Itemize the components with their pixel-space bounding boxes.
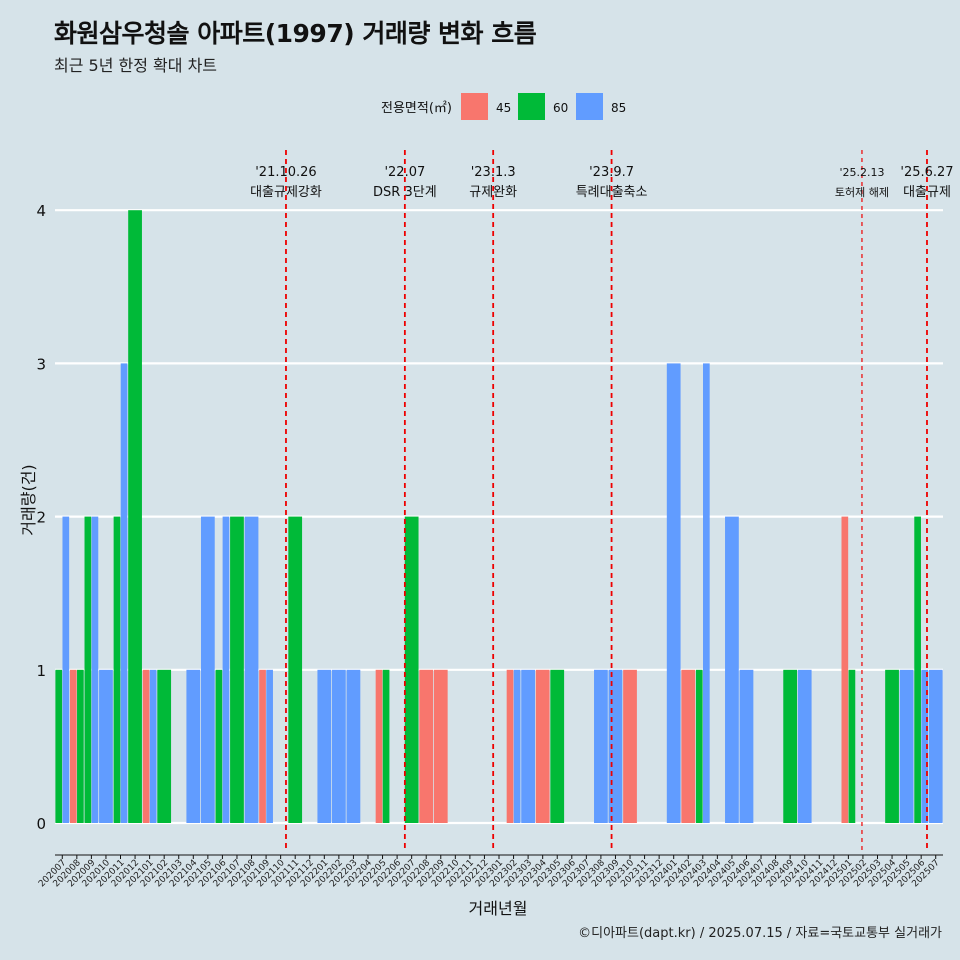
- bar-85-202101: [149, 669, 157, 823]
- bar-45-202208: [419, 669, 434, 823]
- bar-85-202505: [899, 669, 914, 823]
- bar-60-202106: [215, 669, 223, 823]
- bar-45-202008: [69, 669, 77, 823]
- event-date-label: '23.9.7: [589, 165, 634, 180]
- bar-85-202506: [921, 669, 929, 823]
- bar-60-202007: [55, 669, 63, 823]
- legend-swatch-85: [576, 93, 603, 120]
- bar-85-202201: [317, 669, 332, 823]
- legend-label-60: 60: [553, 101, 568, 115]
- bar-60-202008: [77, 669, 84, 823]
- event-name-label: 규제완화: [469, 185, 517, 200]
- legend-title: 전용면적(㎡): [381, 101, 452, 116]
- bar-45-202310: [623, 669, 637, 823]
- event-name-label: DSR 3단계: [373, 185, 437, 200]
- bar-60-202012: [128, 210, 142, 823]
- source-caption: ©디아파트(dapt.kr) / 2025.07.15 / 자료=국토교통부 실…: [578, 926, 942, 941]
- bar-60-202107: [230, 516, 244, 823]
- bar-85-202401: [666, 363, 681, 823]
- bar-85-202302: [513, 669, 521, 823]
- legend-swatch-45: [461, 93, 488, 120]
- chart-title: 화원삼우청솔 아파트(1997) 거래량 변화 흐름: [54, 19, 537, 48]
- y-tick-label: 4: [36, 202, 46, 220]
- bar-60-202009: [84, 516, 92, 823]
- bar-60-202111: [288, 516, 303, 823]
- bar-60-202205: [382, 669, 390, 823]
- bar-45-202205: [375, 669, 383, 823]
- bar-85-202010: [99, 669, 113, 823]
- x-axis-title: 거래년월: [469, 899, 528, 918]
- bar-85-202403: [703, 363, 710, 823]
- bar-45-202501: [841, 516, 849, 823]
- event-date-label: '25.6.27: [900, 165, 953, 180]
- bar-85-202507: [928, 669, 943, 823]
- bar-85-202308: [594, 669, 608, 823]
- bar-85-202203: [346, 669, 361, 823]
- y-tick-label: 0: [36, 815, 46, 833]
- bar-85-202007: [62, 516, 70, 823]
- bar-85-202202: [331, 669, 346, 823]
- bar-85-202009: [91, 516, 99, 823]
- bar-85-202104: [186, 669, 201, 823]
- bar-85-202405: [725, 516, 739, 823]
- bar-85-202303: [521, 669, 535, 823]
- bar-45-202109: [259, 669, 266, 823]
- event-date-label: '23.1.3: [471, 165, 516, 180]
- bar-60-202409: [783, 669, 798, 823]
- event-name-label: 대출규제: [903, 185, 951, 200]
- event-date-label: '22.07: [384, 165, 425, 180]
- bar-60-202102: [157, 669, 172, 823]
- bar-60-202305: [550, 669, 565, 823]
- bar-85-202406: [739, 669, 754, 823]
- event-name-label: 토허제 해제: [835, 185, 889, 199]
- bar-60-202207: [404, 516, 419, 823]
- chart-subtitle: 최근 5년 한정 확대 차트: [54, 56, 218, 75]
- bar-60-202011: [113, 516, 121, 823]
- bar-85-202106: [222, 516, 230, 823]
- legend-swatch-60: [518, 93, 545, 120]
- bar-85-202108: [244, 516, 259, 823]
- y-tick-label: 3: [36, 355, 46, 373]
- bar-60-202504: [885, 669, 899, 823]
- bar-45-202302: [506, 669, 514, 823]
- bar-45-202101: [142, 669, 150, 823]
- legend-label-85: 85: [611, 101, 626, 115]
- y-axis-title: 거래량(건): [19, 464, 38, 535]
- bar-45-202402: [681, 669, 696, 823]
- bar-85-202011: [120, 363, 128, 823]
- bar-60-202403: [695, 669, 703, 823]
- legend-label-45: 45: [496, 101, 511, 115]
- bar-85-202105: [200, 516, 215, 823]
- bar-60-202501: [848, 669, 856, 823]
- bar-60-202506: [914, 516, 921, 823]
- bar-85-202410: [797, 669, 812, 823]
- bar-45-202209: [433, 669, 448, 823]
- bar-85-202109: [266, 669, 273, 823]
- event-name-label: 특례대출축소: [576, 185, 648, 200]
- event-date-label: '25.2.13: [839, 166, 884, 179]
- bar-45-202304: [535, 669, 550, 823]
- y-tick-label: 1: [36, 662, 46, 680]
- y-tick-label: 2: [36, 509, 46, 527]
- event-name-label: 대출규제강화: [250, 185, 322, 200]
- event-date-label: '21.10.26: [255, 165, 316, 180]
- bar-85-202309: [608, 669, 623, 823]
